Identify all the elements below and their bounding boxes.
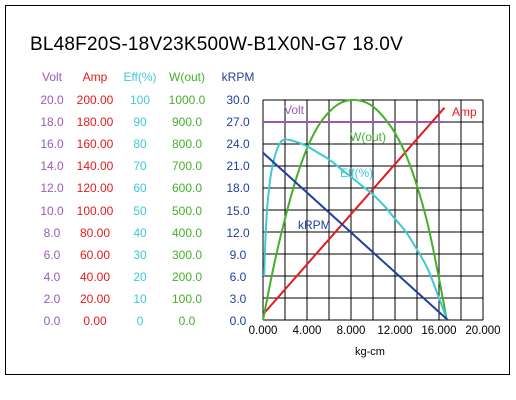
column-tick: 160.00: [76, 137, 114, 152]
column-tick: 100: [129, 93, 151, 107]
column-tick: 0.00: [83, 314, 107, 328]
column-tick: 21.0: [226, 159, 250, 174]
column-tick: 0: [136, 314, 144, 328]
chart-title: BL48F20S-18V23K500W-B1X0N-G7 18.0V: [30, 34, 403, 55]
column-tick: 12.0: [40, 181, 64, 196]
column-tick: 10.0: [40, 203, 64, 218]
column-tick: 80: [133, 137, 147, 152]
column-tick: 50: [133, 203, 147, 218]
x-tick-label: 16.000: [421, 325, 457, 337]
column-tick: 0.0: [43, 314, 61, 328]
column-tick: 2.0: [43, 291, 61, 306]
x-tick-label: 4.000: [292, 325, 322, 337]
column-tick: 90: [133, 115, 147, 130]
series-line-eff: [263, 138, 447, 316]
series-annotation: Volt: [284, 103, 305, 117]
column-tick: 700.0: [171, 159, 203, 174]
column-header-1: Amp: [82, 70, 108, 84]
column-tick: 18.0: [226, 181, 250, 196]
chart-frame: [5, 5, 510, 375]
column-tick: 30.0: [226, 93, 250, 107]
column-tick: 3.0: [229, 291, 247, 306]
column-tick: 70: [133, 159, 147, 174]
series-line-amp: [262, 107, 446, 316]
column-header-4: kRPM: [221, 70, 255, 84]
column-tick: 6.0: [43, 247, 61, 262]
x-tick-label: 8.000: [336, 325, 366, 337]
column-tick: 8.0: [43, 225, 61, 240]
column-tick: 60: [133, 181, 147, 196]
column-tick: 10: [133, 291, 147, 306]
column-tick: 900.0: [171, 115, 203, 130]
column-tick: 6.0: [229, 269, 247, 284]
x-tick-label: 20.000: [465, 325, 501, 337]
column-tick: 9.0: [229, 247, 247, 262]
column-tick: 200.00: [76, 93, 114, 107]
column-tick: 800.0: [171, 137, 203, 152]
column-tick: 100.0: [171, 291, 203, 306]
series-annotation: Eff(%): [340, 166, 373, 180]
x-tick-label: 0.000: [248, 325, 278, 337]
column-tick: 140.00: [76, 159, 114, 174]
column-tick: 180.00: [76, 115, 114, 130]
column-tick: 1000.0: [168, 93, 206, 107]
column-tick: 300.0: [171, 247, 203, 262]
column-tick: 200.0: [171, 269, 203, 284]
series-line-krpm: [262, 152, 449, 321]
column-tick: 12.0: [226, 225, 250, 240]
column-tick: 0.0: [178, 314, 196, 328]
column-tick: 14.0: [40, 159, 64, 174]
column-tick: 20.00: [79, 291, 111, 306]
column-header-3: W(out): [169, 70, 205, 84]
column-tick: 18.0: [40, 115, 64, 130]
column-tick: 120.00: [76, 181, 114, 196]
column-tick: 60.00: [79, 247, 111, 262]
column-tick: 30: [133, 247, 147, 262]
column-tick: 20: [133, 269, 147, 284]
column-header-0: Volt: [41, 70, 62, 84]
series-annotation: kRPM: [298, 218, 331, 232]
series-annotation: Amp: [452, 105, 477, 119]
column-tick: 24.0: [226, 137, 250, 152]
column-tick: 40: [133, 225, 147, 240]
column-tick: 4.0: [43, 269, 61, 284]
x-axis-label: kg-cm: [355, 346, 385, 358]
column-tick: 0.0: [229, 314, 247, 328]
x-tick-label: 12.000: [377, 325, 413, 337]
column-tick: 20.0: [40, 93, 64, 107]
series-annotation: W(out): [350, 130, 386, 144]
column-tick: 400.0: [171, 225, 203, 240]
column-tick: 600.0: [171, 181, 203, 196]
column-tick: 40.00: [79, 269, 111, 284]
column-tick: 27.0: [226, 115, 250, 130]
column-tick: 500.0: [171, 203, 203, 218]
column-tick: 100.00: [76, 203, 114, 218]
column-tick: 16.0: [40, 137, 64, 152]
column-header-2: Eff(%): [123, 70, 157, 84]
column-tick: 80.00: [79, 225, 111, 240]
column-tick: 15.0: [226, 203, 250, 218]
